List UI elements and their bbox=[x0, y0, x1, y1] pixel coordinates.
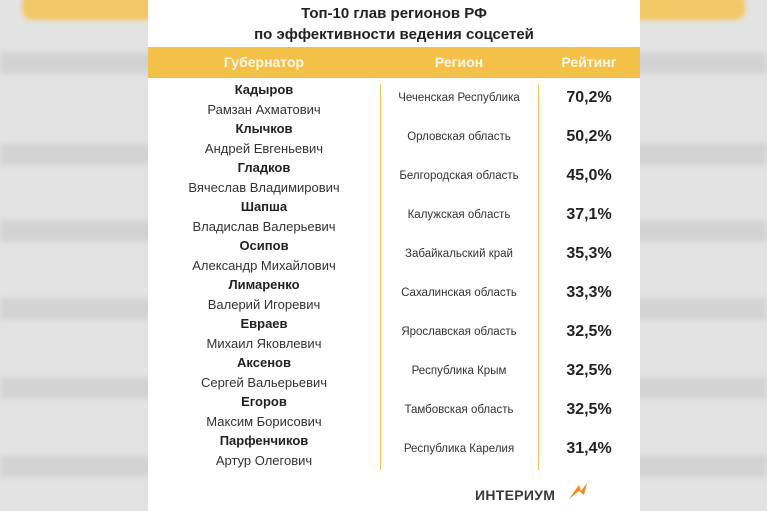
region-name: Сахалинская область bbox=[401, 287, 517, 299]
table-row: Аксенов Сергей Вальерьевич Республика Крым… bbox=[148, 355, 640, 394]
governor-name: Владислав Валерьевич bbox=[192, 219, 336, 234]
table-row: Шапша Владислав Валерьевич Калужская облас… bbox=[148, 199, 640, 238]
governor-surname: Аксенов bbox=[237, 355, 291, 370]
governor-surname: Евраев bbox=[240, 316, 288, 331]
region-name: Ярославская область bbox=[401, 326, 517, 338]
governor-name: Андрей Евгеньевич bbox=[204, 141, 324, 156]
interium-logo-icon bbox=[569, 483, 587, 499]
header-rating: Рейтинг bbox=[561, 54, 617, 70]
governor-surname: Кадыров bbox=[234, 82, 294, 97]
title-line-2: по эффективности ведения соцсетей bbox=[254, 26, 534, 43]
rating-value: 50,2% bbox=[566, 128, 612, 145]
region-name: Республика Крым bbox=[411, 365, 507, 377]
rating-value: 31,4% bbox=[566, 440, 612, 457]
table-row: Лимаренко Валерий Игоревич Сахалинская обл… bbox=[148, 277, 640, 316]
governor-name: Вячеслав Владимирович bbox=[188, 180, 340, 195]
rating-value: 33,3% bbox=[566, 284, 612, 301]
governor-surname: Парфенчиков bbox=[219, 433, 309, 448]
table-row: Егоров Максим Борисович Тамбовская область… bbox=[148, 394, 640, 433]
interium-logo: ИНТЕРИУМ bbox=[475, 479, 605, 509]
governor-surname: Лимаренко bbox=[228, 277, 300, 292]
governor-surname: Шапша bbox=[240, 199, 288, 214]
table-row: Клычков Андрей Евгеньевич Орловская област… bbox=[148, 121, 640, 160]
region-name: Тамбовская область bbox=[404, 404, 514, 416]
column-divider bbox=[538, 84, 539, 470]
rating-value: 35,3% bbox=[566, 245, 612, 262]
governor-surname: Клычков bbox=[235, 121, 293, 136]
rating-value: 37,1% bbox=[566, 206, 612, 223]
header-region: Регион bbox=[434, 54, 484, 70]
rating-value: 70,2% bbox=[566, 89, 612, 106]
governor-name: Артур Олегович bbox=[215, 453, 313, 468]
table-row: Кадыров Рамзан Ахматович Чеченская Республ… bbox=[148, 82, 640, 121]
rating-value: 45,0% bbox=[566, 167, 612, 184]
governor-name: Михаил Яковлевич bbox=[206, 336, 322, 351]
rating-value: 32,5% bbox=[566, 323, 612, 340]
governor-surname: Осипов bbox=[239, 238, 289, 253]
region-name: Калужская область bbox=[407, 209, 511, 221]
region-name: Орловская область bbox=[407, 131, 511, 143]
table-row: Евраев Михаил Яковлевич Ярославская област… bbox=[148, 316, 640, 355]
table-row: Гладков Вячеслав Владимирович Белгородская… bbox=[148, 160, 640, 199]
governor-surname: Гладков bbox=[237, 160, 291, 175]
title-line-1: Топ-10 глав регионов РФ bbox=[301, 5, 487, 22]
governor-name: Сергей Вальерьевич bbox=[200, 375, 328, 390]
governor-name: Максим Борисович bbox=[206, 414, 322, 429]
table-row: Осипов Александр Михайлович Забайкальский … bbox=[148, 238, 640, 277]
governor-name: Александр Михайлович bbox=[192, 258, 336, 273]
region-name: Чеченская Республика bbox=[398, 92, 520, 104]
governor-surname: Егоров bbox=[241, 394, 287, 409]
header-governor: Губернатор bbox=[223, 54, 305, 70]
region-name: Забайкальский край bbox=[405, 248, 513, 260]
logo-text: ИНТЕРИУМ bbox=[475, 487, 556, 503]
table-row: Парфенчиков Артур Олегович Республика Каре… bbox=[148, 433, 640, 472]
column-divider bbox=[380, 84, 381, 470]
region-name: Белгородская область bbox=[399, 170, 519, 182]
rating-card: Топ-10 глав регионов РФ по эффективности… bbox=[148, 0, 640, 511]
region-name: Республика Карелия bbox=[403, 443, 515, 455]
governor-name: Валерий Игоревич bbox=[207, 297, 321, 312]
governor-name: Рамзан Ахматович bbox=[207, 102, 321, 117]
rating-value: 32,5% bbox=[566, 362, 612, 379]
table-header: Губернатор Регион Рейтинг bbox=[148, 47, 640, 78]
rating-value: 32,5% bbox=[566, 401, 612, 418]
